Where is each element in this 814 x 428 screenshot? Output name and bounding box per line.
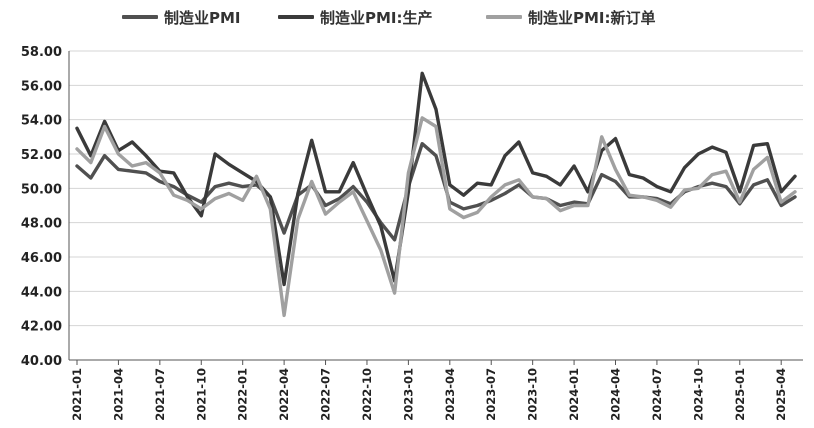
legend-swatch-production [278,15,314,19]
legend-swatch-pmi [122,15,158,19]
x-tick-label: 2023-10 [526,368,540,421]
x-tick-label: 2022-07 [319,368,333,421]
y-tick-label: 58.00 [21,45,62,60]
x-tick-label: 2025-01 [733,368,747,421]
legend-item-new-orders: 制造业PMI:新订单 [486,5,656,29]
y-tick-label: 46.00 [21,251,62,266]
legend-item-pmi: 制造业PMI [122,5,241,29]
x-tick-label: 2024-04 [609,368,623,421]
y-tick-label: 40.00 [21,354,62,369]
x-tick-label: 2021-01 [70,368,84,421]
x-tick-label: 2022-04 [277,368,291,421]
series-line-2 [75,116,797,318]
chart-legend: 制造业PMI 制造业PMI:生产 制造业PMI:新订单 [0,5,814,29]
y-tick-label: 52.00 [21,148,62,163]
legend-label-pmi: 制造业PMI [164,8,241,27]
y-tick-label: 56.00 [21,79,62,94]
x-tick-label: 2025-04 [774,368,788,421]
x-tick-label: 2021-04 [111,368,125,421]
legend-label-production: 制造业PMI:生产 [320,8,433,27]
y-tick-label: 50.00 [21,182,62,197]
legend-item-production: 制造业PMI:生产 [278,5,433,29]
y-tick-label: 42.00 [21,320,62,335]
y-tick-label: 44.00 [21,285,62,300]
x-tick-label: 2024-01 [567,368,581,421]
x-tick-label: 2022-10 [360,368,374,421]
x-tick-label: 2023-04 [443,368,457,421]
y-tick-label: 54.00 [21,114,62,129]
x-tick-label: 2022-01 [236,368,250,421]
legend-label-new-orders: 制造业PMI:新订单 [528,8,656,27]
y-axis: 40.00 42.00 44.00 46.00 48.00 50.00 52.00 54.00… [21,45,70,369]
x-tick-label: 2024-10 [691,368,705,421]
legend-swatch-new-orders [486,15,522,19]
x-tick-label: 2023-07 [484,368,498,421]
x-axis: 2021-01 2021-04 2021-07 2021-10 2022-01 2022-… [69,359,803,421]
x-tick-label: 2021-10 [194,368,208,421]
series-line-1 [75,71,797,287]
x-tick-label: 2021-07 [153,368,167,421]
series-lines [75,71,797,318]
x-tick-label: 2023-01 [401,368,415,421]
x-tick-label: 2024-07 [650,368,664,421]
y-tick-label: 48.00 [21,217,62,232]
